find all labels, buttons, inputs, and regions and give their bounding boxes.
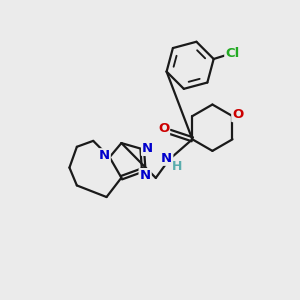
Text: H: H [172, 160, 183, 172]
Text: N: N [99, 149, 110, 162]
Text: N: N [142, 142, 153, 155]
Text: O: O [158, 122, 169, 135]
Text: N: N [140, 169, 151, 182]
Text: N: N [161, 152, 172, 165]
Text: Cl: Cl [225, 46, 239, 59]
Text: O: O [232, 108, 244, 121]
